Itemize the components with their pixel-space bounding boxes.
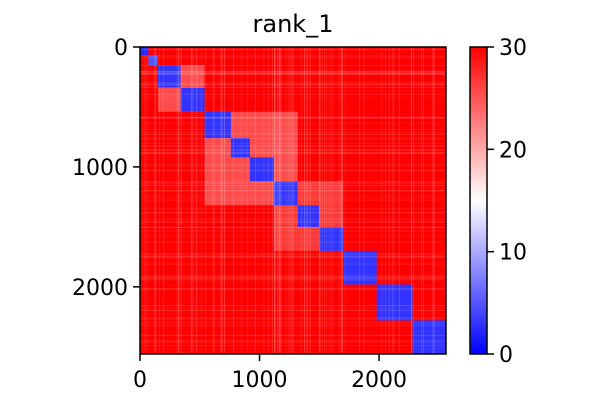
heatmap-plot-area: [140, 47, 446, 354]
diagonal-block: [249, 157, 274, 182]
x-tick-label: 1000: [232, 368, 288, 393]
colorbar-tick-label: 30: [499, 36, 527, 61]
diagonal-block: [343, 250, 377, 285]
diagonal-block: [412, 320, 446, 354]
colorbar-axis: 0 10 20 30: [487, 36, 527, 368]
y-tick-label: 2000: [72, 276, 128, 301]
colorbar-tick-label: 10: [499, 241, 527, 266]
diagonal-block: [319, 226, 344, 251]
y-tick-label: 0: [114, 36, 128, 61]
diagonal-block: [148, 55, 158, 65]
colorbar: [469, 46, 488, 355]
x-axis: 0 1000 2000: [133, 354, 407, 393]
diagonal-block: [230, 138, 250, 158]
diagonal-block: [376, 284, 413, 321]
diagonal-block: [140, 47, 149, 56]
diagonal-block: [180, 87, 205, 112]
diagonal-block: [157, 64, 181, 88]
y-tick-label: 1000: [72, 156, 128, 181]
diagonal-block: [273, 181, 298, 206]
chart-title: rank_1: [253, 10, 334, 38]
heatmap-texture: [140, 47, 446, 354]
x-tick-label: 0: [133, 368, 147, 393]
colorbar-tick-label: 20: [499, 138, 527, 163]
diagonal-block: [297, 205, 320, 227]
y-axis: 0 1000 2000: [72, 36, 140, 301]
diagonal-block: [204, 111, 231, 139]
diagonal-blocks: [140, 47, 446, 354]
colorbar-tick-label: 0: [499, 343, 513, 368]
x-tick-label: 2000: [351, 368, 407, 393]
plot-frame: [139, 46, 447, 355]
